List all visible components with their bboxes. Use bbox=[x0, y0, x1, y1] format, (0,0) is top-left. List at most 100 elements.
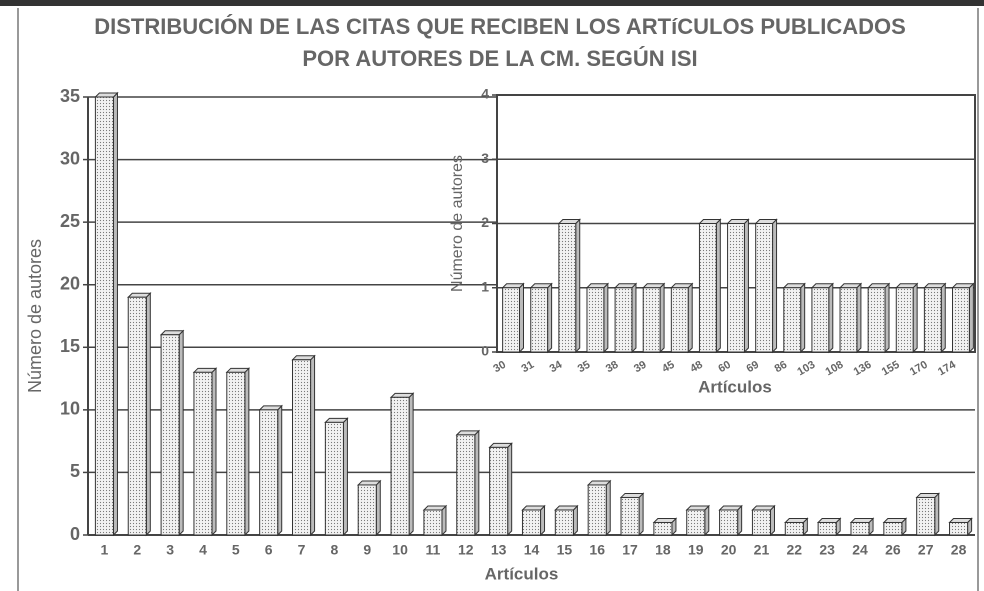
bar-top bbox=[324, 417, 349, 423]
bar-top bbox=[94, 92, 119, 98]
x-tick-label: 12 bbox=[458, 542, 474, 558]
chart-title: DISTRIBUCIÓN DE LAS CITAS QUE RECIBEN LO… bbox=[94, 14, 906, 39]
bar bbox=[949, 521, 969, 536]
bar bbox=[811, 287, 830, 353]
y-tick-label: 15 bbox=[60, 336, 80, 356]
bar-side bbox=[441, 504, 447, 537]
bar-top bbox=[849, 517, 875, 523]
bar-top bbox=[685, 505, 711, 511]
x-tick-label: 39 bbox=[632, 359, 649, 376]
bar-top bbox=[529, 283, 553, 289]
bar bbox=[686, 509, 706, 536]
bar-top bbox=[652, 517, 678, 523]
bar bbox=[521, 509, 542, 536]
y-tick-label: 3 bbox=[481, 150, 489, 166]
bar-top bbox=[585, 283, 610, 289]
x-tick-label: 28 bbox=[951, 542, 967, 558]
y-tick-label: 25 bbox=[60, 211, 80, 231]
y-tick-label: 0 bbox=[70, 524, 80, 544]
x-tick-label: 4 bbox=[199, 542, 207, 558]
bar-top bbox=[356, 480, 382, 486]
bar bbox=[292, 359, 312, 536]
bar-top bbox=[619, 492, 645, 498]
y-tick-label: 30 bbox=[60, 148, 80, 168]
bar bbox=[839, 287, 858, 353]
bar-side bbox=[940, 282, 946, 354]
x-tick-label: 86 bbox=[773, 359, 790, 376]
y-tick-label: 20 bbox=[60, 273, 80, 293]
x-tick-label: 11 bbox=[426, 542, 441, 558]
bar-top bbox=[488, 442, 513, 448]
bar bbox=[952, 287, 970, 353]
x-tick-label: 18 bbox=[655, 542, 671, 558]
bar-side bbox=[631, 282, 637, 354]
bar-side bbox=[145, 292, 151, 537]
bar bbox=[193, 371, 213, 536]
bar-side bbox=[518, 282, 524, 354]
bar bbox=[719, 509, 739, 536]
bar bbox=[558, 223, 577, 353]
x-tick-label: 13 bbox=[491, 542, 507, 558]
x-tick-label: 5 bbox=[232, 542, 240, 558]
bar-side bbox=[638, 492, 644, 537]
bar-top bbox=[810, 283, 834, 289]
bar bbox=[783, 287, 802, 353]
bar bbox=[895, 287, 914, 353]
x-tick-label: 60 bbox=[716, 359, 733, 376]
x-tick-label: 2 bbox=[133, 542, 141, 558]
x-tick-label: 35 bbox=[576, 359, 593, 376]
bar bbox=[751, 509, 771, 536]
bar bbox=[127, 296, 147, 536]
x-tick-label: 19 bbox=[688, 542, 704, 558]
bar-top bbox=[291, 355, 316, 361]
bar bbox=[489, 446, 509, 536]
bar-top bbox=[613, 283, 638, 289]
bar-top bbox=[882, 517, 908, 523]
bar-top bbox=[127, 292, 152, 298]
bar-top bbox=[751, 505, 776, 511]
bar-side bbox=[884, 282, 890, 354]
x-tick-label: 31 bbox=[520, 359, 537, 376]
bar-side bbox=[856, 282, 862, 354]
bar-side bbox=[968, 282, 974, 354]
bar-side bbox=[507, 442, 513, 537]
bar-side bbox=[704, 504, 710, 537]
x-tick-label: 69 bbox=[744, 359, 761, 376]
bar-side bbox=[178, 329, 184, 537]
x-tick-label: 48 bbox=[688, 359, 705, 376]
bar-top bbox=[782, 283, 806, 289]
bar-top bbox=[838, 283, 863, 289]
top-band bbox=[0, 0, 984, 6]
bar-side bbox=[603, 282, 609, 354]
x-tick-label: 21 bbox=[754, 542, 770, 558]
bar bbox=[923, 287, 942, 353]
bar bbox=[614, 287, 633, 353]
y-axis-label: Número de autores bbox=[25, 239, 45, 393]
bar-side bbox=[715, 218, 721, 354]
x-tick-label: 3 bbox=[166, 542, 174, 558]
bar-top bbox=[754, 219, 778, 224]
bar bbox=[423, 509, 443, 536]
x-tick-label: 16 bbox=[589, 542, 605, 558]
bar-side bbox=[474, 429, 480, 537]
bar bbox=[642, 287, 661, 353]
x-tick-label: 1 bbox=[101, 542, 109, 558]
bar-top bbox=[866, 283, 891, 289]
x-axis-label: Artículos bbox=[698, 377, 772, 396]
bar-side bbox=[934, 492, 940, 537]
y-tick-label: 4 bbox=[481, 86, 489, 102]
bar-top bbox=[586, 480, 612, 486]
bar-top bbox=[951, 283, 975, 289]
bar-side bbox=[687, 282, 693, 354]
bar bbox=[883, 521, 903, 536]
bar-side bbox=[112, 91, 118, 537]
bar bbox=[784, 521, 804, 536]
bar bbox=[817, 521, 837, 536]
x-tick-label: 23 bbox=[819, 542, 835, 558]
bar bbox=[755, 223, 774, 353]
x-tick-label: 30 bbox=[491, 359, 508, 376]
y-tick-label: 2 bbox=[481, 214, 489, 230]
x-tick-label: 24 bbox=[852, 542, 868, 558]
